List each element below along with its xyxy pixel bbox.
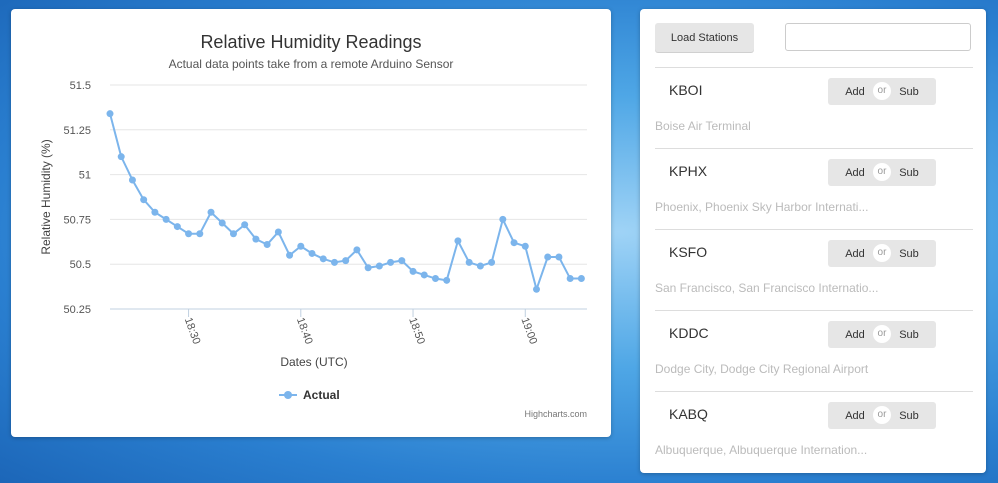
- data-point[interactable]: [499, 215, 507, 223]
- y-tick-label: 51.25: [63, 125, 91, 137]
- y-axis-label: Relative Humidity (%): [39, 139, 53, 254]
- data-point[interactable]: [353, 246, 361, 254]
- data-point[interactable]: [577, 275, 585, 283]
- x-tick-label: 19:00: [518, 316, 539, 346]
- station-name: Dodge City, Dodge City Regional Airport: [655, 362, 869, 376]
- add-sub-group: Add Sub or: [828, 402, 936, 429]
- data-point[interactable]: [117, 153, 125, 161]
- station-row: KPHX Add Sub or Phoenix, Phoenix Sky Harbor …: [655, 148, 973, 230]
- data-point[interactable]: [465, 258, 473, 266]
- x-axis-label: Dates (UTC): [280, 355, 347, 369]
- or-divider: or: [873, 244, 891, 262]
- data-point[interactable]: [297, 242, 305, 250]
- station-row: KABQ Add Sub or Albuquerque, Albuquerque Int…: [655, 391, 973, 473]
- legend-marker: [284, 391, 292, 399]
- station-name: Boise Air Terminal: [655, 119, 751, 133]
- chart-panel: Relative Humidity Readings Actual data p…: [11, 9, 611, 437]
- data-point[interactable]: [162, 215, 170, 223]
- humidity-chart: Relative Humidity Readings Actual data p…: [39, 32, 587, 419]
- load-stations-button[interactable]: Load Stations: [655, 23, 754, 52]
- data-point[interactable]: [207, 208, 215, 216]
- station-code: KDDC: [669, 325, 709, 341]
- data-point[interactable]: [342, 257, 350, 265]
- station-row: KDDC Add Sub or Dodge City, Dodge City Regio…: [655, 310, 973, 392]
- data-point[interactable]: [308, 249, 316, 257]
- data-point[interactable]: [218, 219, 226, 227]
- data-point[interactable]: [286, 251, 294, 259]
- station-row: KBOI Add Sub or Boise Air Terminal: [655, 67, 973, 149]
- or-divider: or: [873, 406, 891, 424]
- data-point[interactable]: [263, 240, 271, 248]
- data-point[interactable]: [185, 230, 193, 238]
- or-divider: or: [873, 163, 891, 181]
- add-station-button[interactable]: Add: [828, 402, 882, 429]
- data-point[interactable]: [544, 253, 552, 261]
- station-code: KPHX: [669, 163, 708, 179]
- legend-item-actual[interactable]: Actual: [279, 388, 340, 402]
- data-point[interactable]: [488, 258, 496, 266]
- data-point[interactable]: [431, 275, 439, 283]
- data-point[interactable]: [375, 262, 383, 270]
- station-name: Phoenix, Phoenix Sky Harbor Internati...: [655, 200, 869, 214]
- station-row: KSFO Add Sub or San Francisco, San Francisco…: [655, 229, 973, 311]
- or-divider: or: [873, 82, 891, 100]
- or-divider: or: [873, 325, 891, 343]
- add-sub-group: Add Sub or: [828, 78, 936, 105]
- sub-station-button[interactable]: Sub: [882, 159, 936, 186]
- data-point[interactable]: [140, 196, 148, 204]
- data-point[interactable]: [409, 267, 417, 275]
- x-tick-label: 18:40: [294, 316, 315, 346]
- data-point[interactable]: [151, 208, 159, 216]
- data-point[interactable]: [387, 258, 395, 266]
- y-tick-label: 50.25: [63, 304, 91, 316]
- station-panel: Load Stations KBOI Add Sub or Boise Air Term…: [640, 9, 986, 473]
- data-point[interactable]: [510, 239, 518, 247]
- add-sub-group: Add Sub or: [828, 240, 936, 267]
- data-point[interactable]: [196, 230, 204, 238]
- station-code: KABQ: [669, 406, 708, 422]
- y-tick-label: 50.75: [63, 214, 91, 226]
- data-point[interactable]: [274, 228, 282, 236]
- station-code: KBOI: [669, 82, 703, 98]
- station-name: San Francisco, San Francisco Internatio.…: [655, 281, 879, 295]
- station-code: KSFO: [669, 244, 708, 260]
- x-tick-label: 18:30: [182, 316, 203, 346]
- sub-station-button[interactable]: Sub: [882, 78, 936, 105]
- data-point[interactable]: [454, 237, 462, 245]
- data-point[interactable]: [252, 235, 260, 243]
- sub-station-button[interactable]: Sub: [882, 402, 936, 429]
- data-point[interactable]: [398, 257, 406, 265]
- data-point[interactable]: [521, 242, 529, 250]
- add-sub-group: Add Sub or: [828, 321, 936, 348]
- data-point[interactable]: [443, 276, 451, 284]
- add-sub-group: Add Sub or: [828, 159, 936, 186]
- data-point[interactable]: [106, 110, 114, 118]
- sub-station-button[interactable]: Sub: [882, 321, 936, 348]
- y-tick-label: 51: [79, 170, 91, 182]
- x-tick-label: 18:50: [406, 316, 427, 346]
- chart-subtitle: Actual data points take from a remote Ar…: [169, 57, 454, 71]
- station-search-input[interactable]: [785, 23, 971, 51]
- y-tick-label: 51.5: [70, 80, 91, 92]
- station-name: Albuquerque, Albuquerque Internation...: [655, 443, 868, 457]
- data-point[interactable]: [173, 223, 181, 231]
- sub-station-button[interactable]: Sub: [882, 240, 936, 267]
- data-point[interactable]: [229, 230, 237, 238]
- data-point[interactable]: [364, 264, 372, 272]
- legend-label: Actual: [303, 388, 340, 402]
- data-point[interactable]: [330, 258, 338, 266]
- y-tick-label: 50.5: [70, 259, 91, 271]
- data-point[interactable]: [241, 221, 249, 229]
- data-point[interactable]: [319, 255, 327, 263]
- add-station-button[interactable]: Add: [828, 240, 882, 267]
- data-point[interactable]: [476, 262, 484, 270]
- data-point[interactable]: [128, 176, 136, 184]
- credits-link[interactable]: Highcharts.com: [524, 409, 587, 419]
- data-point[interactable]: [420, 271, 428, 279]
- data-point[interactable]: [555, 253, 563, 261]
- data-point[interactable]: [566, 275, 574, 283]
- chart-title: Relative Humidity Readings: [200, 32, 421, 52]
- data-point[interactable]: [532, 285, 540, 293]
